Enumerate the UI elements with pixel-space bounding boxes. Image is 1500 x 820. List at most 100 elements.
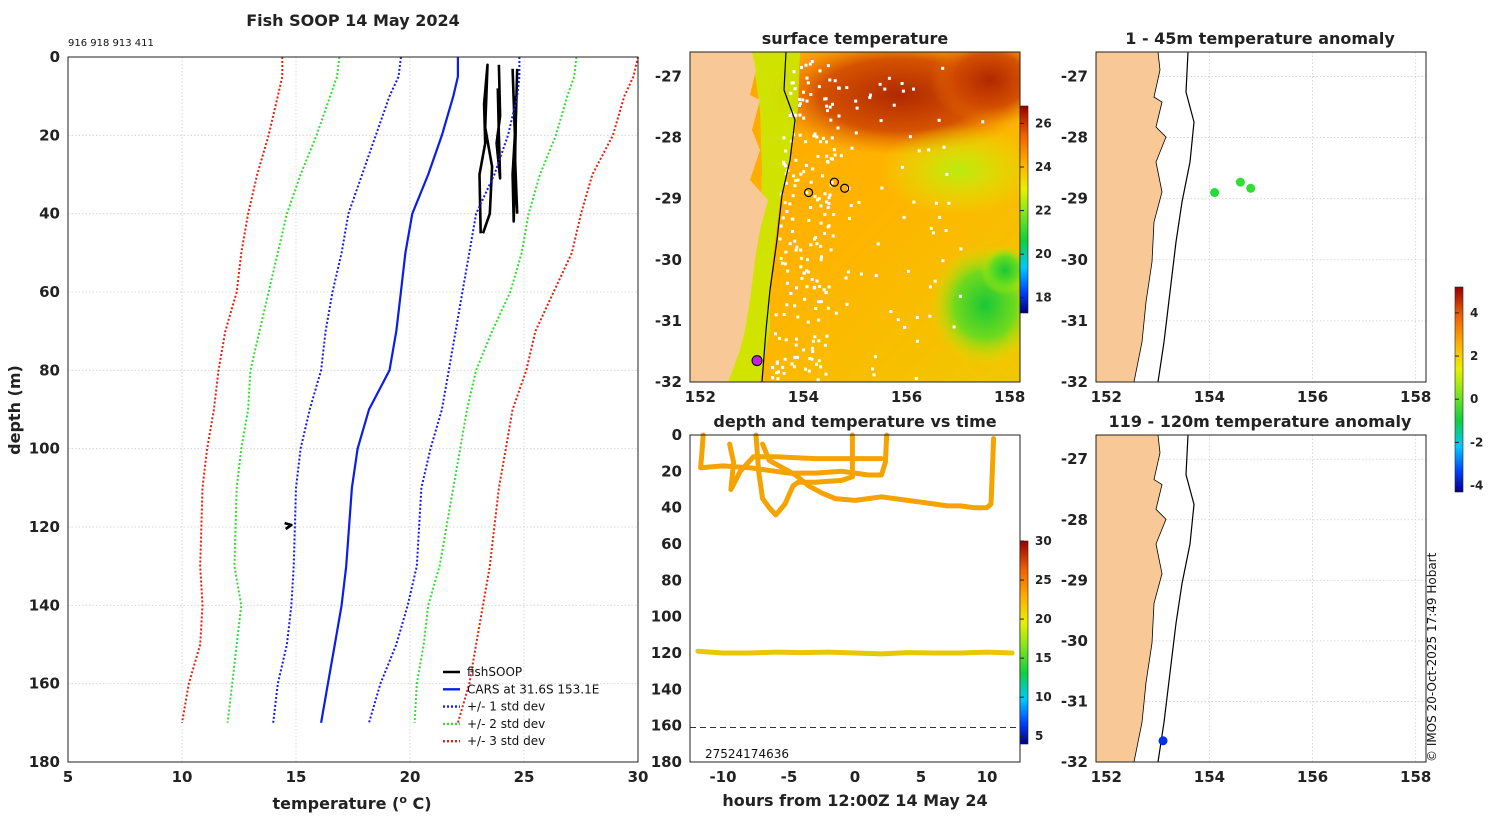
missing-pixel (783, 262, 787, 266)
missing-pixel (810, 346, 814, 350)
sst-missing-pixels (771, 60, 985, 382)
lat-tick-label: -29 (1061, 190, 1088, 208)
missing-pixel (827, 196, 831, 200)
colorbar-tick-label: -2 (1470, 435, 1483, 449)
x-tick-label: 30 (628, 768, 649, 786)
missing-pixel (828, 78, 832, 82)
missing-pixel (820, 255, 823, 259)
missing-pixel (817, 318, 821, 322)
missing-pixel (846, 270, 850, 274)
missing-pixel (944, 229, 948, 232)
missing-pixel (784, 181, 788, 185)
timeseries-colorbar-ticks: 5 10 15 20 25 30 (1020, 534, 1052, 743)
missing-pixel (874, 274, 878, 278)
missing-pixel (818, 69, 822, 73)
missing-pixel (844, 276, 848, 280)
y-tick-label: 60 (39, 283, 60, 301)
missing-pixel (819, 140, 823, 144)
y-tick-label: 140 (29, 596, 60, 614)
missing-pixel (934, 201, 938, 205)
y-tick-label: 160 (29, 675, 60, 693)
anomaly-point (1158, 736, 1168, 746)
anomaly-shallow-frame (1095, 51, 1427, 383)
sst-title: surface temperature (762, 29, 949, 48)
profile-subtitle: 916 918 913 411 (68, 38, 154, 49)
missing-pixel (817, 85, 821, 89)
missing-pixel (790, 81, 794, 85)
missing-pixel (799, 256, 803, 260)
anomaly-colorbar-ticks: 4 2 0 -2 -4 (1455, 306, 1483, 493)
timeseries-colorbar (1019, 540, 1029, 745)
missing-pixel (823, 343, 827, 347)
missing-pixel (802, 116, 806, 120)
y-tick-label: 40 (661, 499, 682, 517)
lon-tick-label: 156 (1297, 768, 1328, 786)
y-tick-label: 180 (29, 753, 60, 771)
missing-pixel (828, 105, 832, 109)
missing-pixel (826, 160, 830, 164)
missing-pixel (834, 311, 838, 315)
colorbar-tick-label: 20 (1035, 612, 1052, 626)
y-tick-label: 80 (39, 361, 60, 379)
missing-pixel (816, 378, 820, 382)
profile-xlabel: temperature (o C) (272, 793, 431, 813)
missing-pixel (819, 204, 823, 208)
std-upper-line (368, 57, 521, 724)
missing-pixel (771, 366, 775, 370)
fishsoop-profile-line (284, 521, 293, 531)
missing-pixel (818, 284, 822, 288)
missing-pixel (791, 230, 795, 233)
missing-pixel (815, 279, 819, 283)
lon-tick-label: 158 (1400, 388, 1431, 406)
profile-title: Fish SOOP 14 May 2024 (246, 11, 460, 30)
missing-pixel (783, 357, 787, 361)
missing-pixel (941, 66, 945, 70)
lat-tick-label: -27 (655, 67, 682, 85)
legend-label: CARS at 31.6S 153.1E (467, 682, 599, 696)
missing-pixel (845, 302, 849, 306)
missing-pixel (813, 132, 817, 136)
missing-pixel (848, 216, 851, 220)
std-lower-line (272, 56, 402, 723)
anomaly-colorbar (1454, 286, 1464, 493)
missing-pixel (833, 153, 837, 157)
lat-tick-label: -28 (1061, 129, 1088, 147)
sst-station-marker (803, 187, 814, 198)
missing-pixel (824, 372, 828, 376)
missing-pixel (792, 70, 796, 74)
missing-pixel (817, 359, 821, 363)
y-tick-label: 140 (651, 680, 682, 698)
x-tick-label: -5 (781, 768, 798, 786)
missing-pixel (791, 194, 795, 198)
credit-text: © IMOS 20-Oct-2025 17:49 Hobart (1425, 552, 1439, 762)
missing-pixel (813, 195, 817, 199)
x-tick-label: 20 (400, 768, 421, 786)
missing-pixel (810, 60, 814, 63)
sst-mid-region (880, 125, 1020, 215)
missing-pixel (833, 79, 837, 83)
missing-pixel (803, 297, 807, 301)
missing-pixel (780, 261, 784, 265)
missing-pixel (806, 320, 810, 324)
missing-pixel (828, 193, 832, 197)
missing-pixel (900, 165, 904, 169)
missing-pixel (829, 118, 833, 122)
missing-pixel (826, 109, 829, 113)
missing-pixel (808, 62, 812, 66)
anomaly-point (1235, 177, 1245, 187)
lat-tick-label: -29 (655, 190, 682, 208)
sst-colorbar-ticks: 18 20 22 24 26 (1020, 116, 1052, 305)
missing-pixel (827, 202, 831, 206)
missing-pixel (790, 139, 794, 143)
missing-pixel (796, 178, 800, 182)
missing-pixel (794, 248, 798, 252)
missing-pixel (826, 64, 830, 68)
anomaly-deep-land (1096, 435, 1167, 762)
missing-pixel (809, 93, 813, 96)
anomaly-shallow-contour (1157, 52, 1195, 382)
missing-pixel (917, 149, 921, 153)
x-tick-label: 10 (977, 768, 998, 786)
y-tick-label: 180 (651, 753, 682, 771)
missing-pixel (832, 212, 836, 216)
